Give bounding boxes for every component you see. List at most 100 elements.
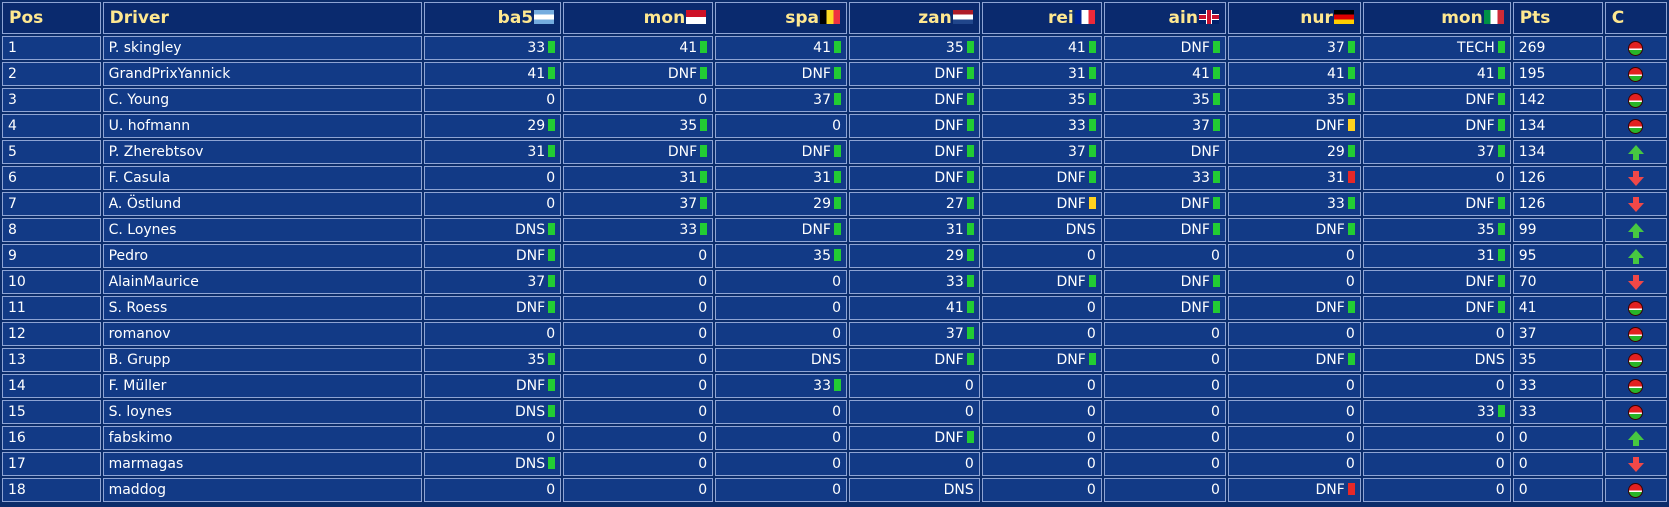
green-status-marker-icon[interactable]: [1212, 93, 1220, 105]
header-pos[interactable]: Pos: [2, 2, 101, 34]
green-status-marker-icon[interactable]: [1497, 405, 1505, 417]
header-change[interactable]: C: [1604, 2, 1667, 34]
green-status-marker-icon[interactable]: [700, 197, 708, 209]
green-status-marker-icon[interactable]: [1497, 301, 1505, 313]
header-race-1[interactable]: ba5: [423, 2, 562, 34]
green-status-marker-icon[interactable]: [1347, 223, 1355, 235]
green-status-marker-icon[interactable]: [966, 275, 974, 287]
table-row[interactable]: 5 P. Zherebtsov 31 DNF DNF DNF 37 DNF 29 37 134: [2, 140, 1667, 164]
green-status-marker-icon[interactable]: [1088, 93, 1096, 105]
green-status-marker-icon[interactable]: [1088, 119, 1096, 131]
driver-name-cell[interactable]: AlainMaurice: [102, 270, 422, 294]
green-status-marker-icon[interactable]: [1497, 93, 1505, 105]
green-status-marker-icon[interactable]: [1212, 197, 1220, 209]
header-race-4[interactable]: zan: [848, 2, 980, 34]
green-status-marker-icon[interactable]: [548, 405, 556, 417]
table-row[interactable]: 15 S. loynes DNS 0 0 0 0 0 0 33 33: [2, 400, 1667, 424]
green-status-marker-icon[interactable]: [700, 223, 708, 235]
green-status-marker-icon[interactable]: [833, 249, 841, 261]
table-row[interactable]: 2 GrandPrixYannick 41 DNF DNF DNF 31 41 41 41 195: [2, 62, 1667, 86]
green-status-marker-icon[interactable]: [833, 197, 841, 209]
driver-name-cell[interactable]: B. Grupp: [102, 348, 422, 372]
table-row[interactable]: 12 romanov 0 0 0 37 0 0 0 0 37: [2, 322, 1667, 346]
green-status-marker-icon[interactable]: [548, 249, 556, 261]
driver-name-cell[interactable]: romanov: [102, 322, 422, 346]
header-race-6[interactable]: ain: [1103, 2, 1226, 34]
red-status-marker-icon[interactable]: [1347, 171, 1355, 183]
green-status-marker-icon[interactable]: [548, 119, 556, 131]
green-status-marker-icon[interactable]: [1347, 353, 1355, 365]
green-status-marker-icon[interactable]: [1347, 197, 1355, 209]
table-row[interactable]: 9 Pedro DNF 0 35 29 0 0 0 31 95: [2, 244, 1667, 268]
green-status-marker-icon[interactable]: [966, 171, 974, 183]
green-status-marker-icon[interactable]: [833, 145, 841, 157]
table-row[interactable]: 3 C. Young 0 0 37 DNF 35 35 35 DNF 142: [2, 88, 1667, 112]
green-status-marker-icon[interactable]: [1497, 145, 1505, 157]
driver-name-cell[interactable]: A. Östlund: [102, 192, 422, 216]
green-status-marker-icon[interactable]: [1497, 197, 1505, 209]
green-status-marker-icon[interactable]: [1497, 41, 1505, 53]
green-status-marker-icon[interactable]: [1497, 223, 1505, 235]
driver-name-cell[interactable]: P. skingley: [102, 36, 422, 60]
green-status-marker-icon[interactable]: [1212, 171, 1220, 183]
green-status-marker-icon[interactable]: [548, 67, 556, 79]
green-status-marker-icon[interactable]: [548, 145, 556, 157]
header-race-3[interactable]: spa: [715, 2, 847, 34]
table-row[interactable]: 11 S. Roess DNF 0 0 41 0 DNF DNF DNF 41: [2, 296, 1667, 320]
green-status-marker-icon[interactable]: [700, 119, 708, 131]
table-row[interactable]: 16 fabskimo 0 0 0 DNF 0 0 0 0 0: [2, 426, 1667, 450]
green-status-marker-icon[interactable]: [548, 275, 556, 287]
driver-name-cell[interactable]: F. Casula: [102, 166, 422, 190]
driver-name-cell[interactable]: Pedro: [102, 244, 422, 268]
green-status-marker-icon[interactable]: [1347, 301, 1355, 313]
driver-name-cell[interactable]: maddog: [102, 478, 422, 502]
green-status-marker-icon[interactable]: [1212, 223, 1220, 235]
green-status-marker-icon[interactable]: [548, 457, 556, 469]
green-status-marker-icon[interactable]: [1497, 67, 1505, 79]
table-row[interactable]: 6 F. Casula 0 31 31 DNF DNF 33 31 0 126: [2, 166, 1667, 190]
header-driver[interactable]: Driver: [102, 2, 422, 34]
green-status-marker-icon[interactable]: [548, 41, 556, 53]
driver-name-cell[interactable]: marmagas: [102, 452, 422, 476]
green-status-marker-icon[interactable]: [1347, 145, 1355, 157]
driver-name-cell[interactable]: C. Loynes: [102, 218, 422, 242]
green-status-marker-icon[interactable]: [833, 67, 841, 79]
green-status-marker-icon[interactable]: [1347, 41, 1355, 53]
green-status-marker-icon[interactable]: [700, 171, 708, 183]
green-status-marker-icon[interactable]: [1347, 93, 1355, 105]
table-row[interactable]: 4 U. hofmann 29 35 0 DNF 33 37 DNF DNF 134: [2, 114, 1667, 138]
green-status-marker-icon[interactable]: [1212, 67, 1220, 79]
green-status-marker-icon[interactable]: [833, 171, 841, 183]
green-status-marker-icon[interactable]: [1212, 119, 1220, 131]
green-status-marker-icon[interactable]: [966, 301, 974, 313]
green-status-marker-icon[interactable]: [966, 249, 974, 261]
header-race-8[interactable]: mon: [1362, 2, 1511, 34]
yellow-status-marker-icon[interactable]: [1347, 119, 1355, 131]
driver-name-cell[interactable]: S. loynes: [102, 400, 422, 424]
green-status-marker-icon[interactable]: [1088, 275, 1096, 287]
green-status-marker-icon[interactable]: [966, 93, 974, 105]
table-row[interactable]: 10 AlainMaurice 37 0 0 33 DNF DNF 0 DNF 70: [2, 270, 1667, 294]
header-pts[interactable]: Pts: [1512, 2, 1603, 34]
green-status-marker-icon[interactable]: [1088, 145, 1096, 157]
green-status-marker-icon[interactable]: [700, 41, 708, 53]
table-row[interactable]: 14 F. Müller DNF 0 33 0 0 0 0 0 33: [2, 374, 1667, 398]
header-race-7[interactable]: nur: [1227, 2, 1361, 34]
green-status-marker-icon[interactable]: [966, 67, 974, 79]
yellow-status-marker-icon[interactable]: [1088, 197, 1096, 209]
green-status-marker-icon[interactable]: [833, 93, 841, 105]
table-row[interactable]: 18 maddog 0 0 0 DNS 0 0 DNF 0 0: [2, 478, 1667, 502]
green-status-marker-icon[interactable]: [1088, 41, 1096, 53]
red-status-marker-icon[interactable]: [1347, 483, 1355, 495]
driver-name-cell[interactable]: GrandPrixYannick: [102, 62, 422, 86]
green-status-marker-icon[interactable]: [548, 353, 556, 365]
green-status-marker-icon[interactable]: [1347, 67, 1355, 79]
green-status-marker-icon[interactable]: [966, 119, 974, 131]
driver-name-cell[interactable]: S. Roess: [102, 296, 422, 320]
green-status-marker-icon[interactable]: [1497, 119, 1505, 131]
green-status-marker-icon[interactable]: [966, 145, 974, 157]
green-status-marker-icon[interactable]: [833, 223, 841, 235]
green-status-marker-icon[interactable]: [548, 223, 556, 235]
green-status-marker-icon[interactable]: [1088, 353, 1096, 365]
green-status-marker-icon[interactable]: [966, 223, 974, 235]
